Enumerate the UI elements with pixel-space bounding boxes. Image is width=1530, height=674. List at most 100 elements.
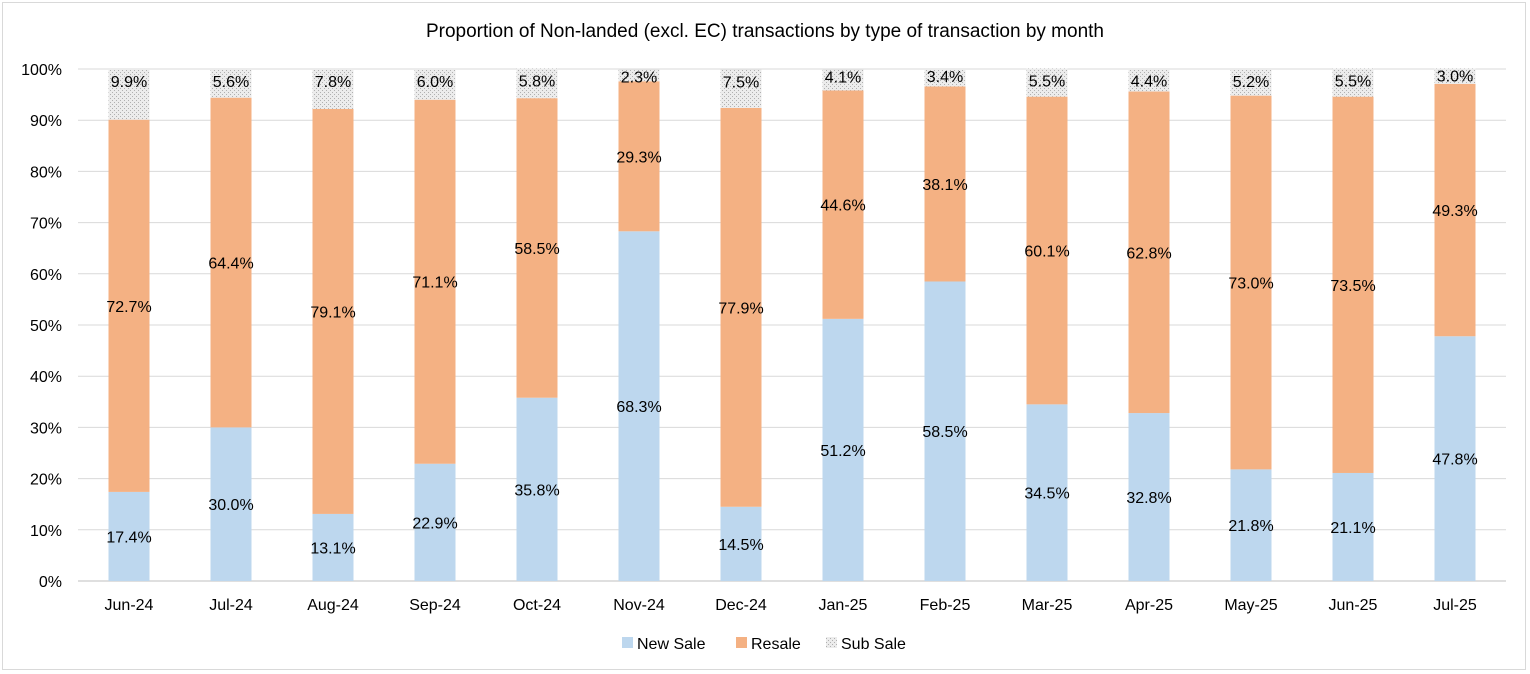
data-label-sub-sale: 2.3% [621, 70, 657, 87]
bar-sub-sale [1026, 68, 1068, 97]
data-label-resale: 44.6% [820, 198, 865, 215]
data-label-resale: 79.1% [310, 304, 355, 321]
bar-new-sale [108, 491, 150, 581]
x-tick-label: Jun-25 [1329, 597, 1378, 614]
data-label-sub-sale: 5.5% [1029, 73, 1065, 90]
x-tick-label: Mar-25 [1022, 597, 1073, 614]
data-label-resale: 64.4% [208, 256, 253, 273]
bar-resale [1434, 83, 1476, 337]
legend-label-new-sale: New Sale [637, 636, 706, 653]
bar-sub-sale [210, 69, 252, 98]
data-label-sub-sale: 5.6% [213, 74, 249, 91]
data-label-new-sale: 21.8% [1228, 518, 1273, 535]
bar-resale [414, 99, 456, 464]
bar-new-sale [1434, 336, 1476, 581]
bar-sub-sale [516, 68, 558, 99]
bar-sub-sale [720, 69, 762, 108]
x-tick-label: Nov-24 [613, 597, 665, 614]
data-label-new-sale: 32.8% [1126, 490, 1171, 507]
y-tick-label: 100% [21, 62, 62, 79]
bar-new-sale [1128, 413, 1170, 581]
bar-sub-sale [1128, 69, 1170, 92]
data-label-resale: 72.7% [106, 299, 151, 316]
bar-resale [312, 108, 354, 514]
x-tick-label: Feb-25 [920, 597, 971, 614]
data-label-sub-sale: 5.5% [1335, 73, 1371, 90]
bar-sub-sale [414, 69, 456, 100]
data-label-new-sale: 22.9% [412, 515, 457, 532]
x-tick-label: Jan-25 [819, 597, 868, 614]
data-labels: 17.4% 72.7% 9.9% 30.0% 64.4% 5.6% 13.1% 79.1% 7.… [106, 68, 1477, 557]
y-tick-label: 70% [30, 216, 62, 233]
bar-resale [108, 119, 150, 492]
data-label-sub-sale: 7.8% [315, 74, 351, 91]
data-label-new-sale: 35.8% [514, 482, 559, 499]
data-label-resale: 73.5% [1330, 278, 1375, 295]
y-tick-label: 90% [30, 113, 62, 130]
gridlines [78, 68, 1506, 582]
data-label-sub-sale: 9.9% [111, 74, 147, 91]
x-tick-label: Sep-24 [409, 597, 461, 614]
data-label-sub-sale: 3.4% [927, 69, 963, 86]
y-axis-ticks: 0% 10% 20% 30% 40% 50% 60% 70% 80% 90% 100% [21, 62, 62, 591]
chart-title: Proportion of Non-landed (excl. EC) tran… [426, 21, 1104, 42]
data-label-sub-sale: 5.8% [519, 73, 555, 90]
y-tick-label: 20% [30, 472, 62, 489]
legend-label-sub-sale: Sub Sale [841, 636, 906, 653]
bar-resale [516, 98, 558, 398]
legend-label-resale: Resale [751, 636, 801, 653]
data-label-resale: 77.9% [718, 300, 763, 317]
bar-resale [924, 86, 966, 282]
x-tick-label: Aug-24 [307, 597, 359, 614]
x-tick-label: May-25 [1224, 597, 1277, 614]
data-label-sub-sale: 4.4% [1131, 73, 1167, 90]
data-label-new-sale: 51.2% [820, 443, 865, 460]
bar-resale [822, 90, 864, 319]
y-tick-label: 0% [39, 574, 62, 591]
x-tick-label: Jun-24 [105, 597, 154, 614]
bar-sub-sale [1434, 68, 1476, 84]
data-label-resale: 58.5% [514, 241, 559, 258]
data-label-resale: 49.3% [1432, 203, 1477, 220]
bar-new-sale [924, 281, 966, 581]
y-tick-label: 10% [30, 523, 62, 540]
data-label-sub-sale: 4.1% [825, 70, 861, 87]
data-label-resale: 73.0% [1228, 276, 1273, 293]
data-label-new-sale: 14.5% [718, 537, 763, 554]
bar-resale [1230, 95, 1272, 470]
bar-new-sale [210, 427, 252, 581]
bar-new-sale [312, 513, 354, 581]
data-label-new-sale: 68.3% [616, 399, 661, 416]
bar-sub-sale [108, 69, 150, 120]
y-tick-label: 40% [30, 369, 62, 386]
bar-new-sale [1332, 472, 1374, 581]
data-label-new-sale: 34.5% [1024, 486, 1069, 503]
bar-new-sale [1230, 469, 1272, 581]
data-label-resale: 62.8% [1126, 245, 1171, 262]
x-tick-label: Jul-24 [209, 597, 253, 614]
data-label-new-sale: 58.5% [922, 424, 967, 441]
legend-swatch-sub-sale [826, 637, 837, 648]
legend-swatch-new-sale [622, 637, 633, 648]
data-label-new-sale: 47.8% [1432, 452, 1477, 469]
bar-new-sale [618, 231, 660, 581]
y-tick-label: 30% [30, 420, 62, 437]
x-tick-label: Dec-24 [715, 597, 767, 614]
bar-resale [1026, 96, 1068, 405]
bar-resale [720, 107, 762, 507]
bar-sub-sale [822, 69, 864, 91]
y-tick-label: 80% [30, 164, 62, 181]
data-label-resale: 38.1% [922, 177, 967, 194]
bar-sub-sale [1230, 69, 1272, 96]
x-tick-label: Apr-25 [1125, 597, 1173, 614]
bar-resale [1332, 96, 1374, 473]
bar-resale [618, 81, 660, 232]
data-label-sub-sale: 3.0% [1437, 68, 1473, 85]
x-axis-ticks: Jun-24 Jul-24 Aug-24 Sep-24 Oct-24 Nov-24 Dec-… [105, 597, 1477, 614]
data-label-resale: 60.1% [1024, 244, 1069, 261]
bar-sub-sale [1332, 68, 1374, 97]
data-label-new-sale: 17.4% [106, 529, 151, 546]
bars [108, 68, 1476, 581]
